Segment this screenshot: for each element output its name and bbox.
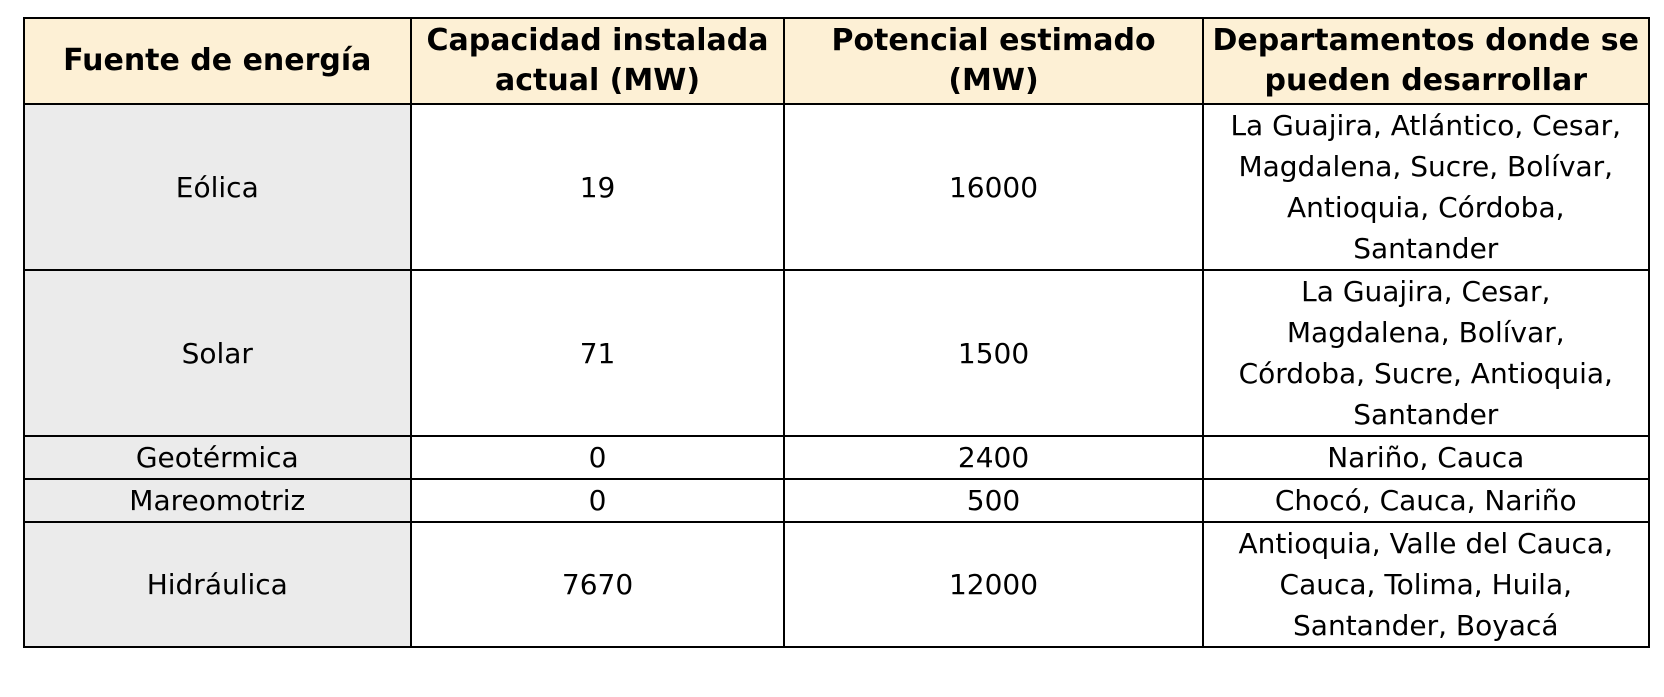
- header-potential: Potencial estimado (MW): [783, 17, 1204, 105]
- region-line: Magdalena, Bolívar,: [1286, 316, 1565, 349]
- installed-capacity-cell: 71: [409, 269, 786, 437]
- table-row: Solar 71 1500 La Guajira, Cesar, Magdalena, …: [23, 269, 1651, 437]
- estimated-potential-cell: 12000: [783, 521, 1204, 648]
- region-line: Santander: [1353, 232, 1499, 265]
- estimated-potential-cell: 2400: [783, 435, 1204, 480]
- energy-source-cell: Hidráulica: [23, 521, 412, 648]
- header-line: Potencial estimado: [831, 23, 1156, 58]
- table-body: Eólica 19 16000 La Guajira, Atlántico, Cesa…: [23, 103, 1651, 648]
- region-line: Santander: [1353, 398, 1499, 431]
- installed-capacity-cell: 19: [409, 103, 786, 271]
- regions-cell: Chocó, Cauca, Nariño: [1201, 478, 1651, 523]
- energy-source-cell: Geotérmica: [23, 435, 412, 480]
- energy-source-cell: Mareomotriz: [23, 478, 412, 523]
- regions-cell: Nariño, Cauca: [1201, 435, 1651, 480]
- table-row: Eólica 19 16000 La Guajira, Atlántico, Cesa…: [23, 103, 1651, 271]
- region-line: Chocó, Cauca, Nariño: [1274, 484, 1577, 517]
- header-regions: Departamentos donde se pueden desarrollar: [1201, 17, 1651, 105]
- regions-cell: La Guajira, Atlántico, Cesar, Magdalena, …: [1201, 103, 1651, 271]
- energy-source-cell: Solar: [23, 269, 412, 437]
- estimated-potential-cell: 500: [783, 478, 1204, 523]
- region-line: Nariño, Cauca: [1327, 441, 1525, 474]
- estimated-potential-cell: 1500: [783, 269, 1204, 437]
- installed-capacity-cell: 0: [409, 478, 786, 523]
- energy-sources-table: Fuente de energía Capacidad instalada actu…: [23, 17, 1651, 648]
- header-line: actual (MW): [494, 63, 701, 98]
- table-row: Hidráulica 7670 12000 Antioquia, Valle del …: [23, 521, 1651, 648]
- regions-cell: Antioquia, Valle del Cauca, Cauca, Tolima…: [1201, 521, 1651, 648]
- table-row: Geotérmica 0 2400 Nariño, Cauca: [23, 435, 1651, 480]
- region-line: La Guajira, Cesar,: [1301, 275, 1551, 308]
- region-line: Cauca, Tolima, Huila,: [1279, 568, 1573, 601]
- region-line: Magdalena, Sucre, Bolívar,: [1238, 150, 1614, 183]
- energy-source-cell: Eólica: [23, 103, 412, 271]
- header-line: Capacidad instalada: [426, 23, 769, 58]
- regions-cell: La Guajira, Cesar, Magdalena, Bolívar, Cór…: [1201, 269, 1651, 437]
- region-line: La Guajira, Atlántico, Cesar,: [1230, 109, 1622, 142]
- header-source: Fuente de energía: [23, 17, 412, 105]
- table-row: Mareomotriz 0 500 Chocó, Cauca, Nariño: [23, 478, 1651, 523]
- header-row: Fuente de energía Capacidad instalada actu…: [23, 17, 1651, 105]
- region-line: Córdoba, Sucre, Antioquia,: [1238, 357, 1613, 390]
- installed-capacity-cell: 7670: [409, 521, 786, 648]
- estimated-potential-cell: 16000: [783, 103, 1204, 271]
- header-capacity: Capacidad instalada actual (MW): [409, 17, 786, 105]
- header-line: pueden desarrollar: [1264, 63, 1588, 98]
- header-line: (MW): [948, 63, 1039, 98]
- header-line: Fuente de energía: [63, 43, 372, 78]
- installed-capacity-cell: 0: [409, 435, 786, 480]
- region-line: Santander, Boyacá: [1293, 609, 1559, 642]
- region-line: Antioquia, Valle del Cauca,: [1238, 527, 1613, 560]
- region-line: Antioquia, Córdoba,: [1287, 191, 1565, 224]
- header-line: Departamentos donde se: [1212, 23, 1640, 58]
- table-header: Fuente de energía Capacidad instalada actu…: [23, 17, 1651, 105]
